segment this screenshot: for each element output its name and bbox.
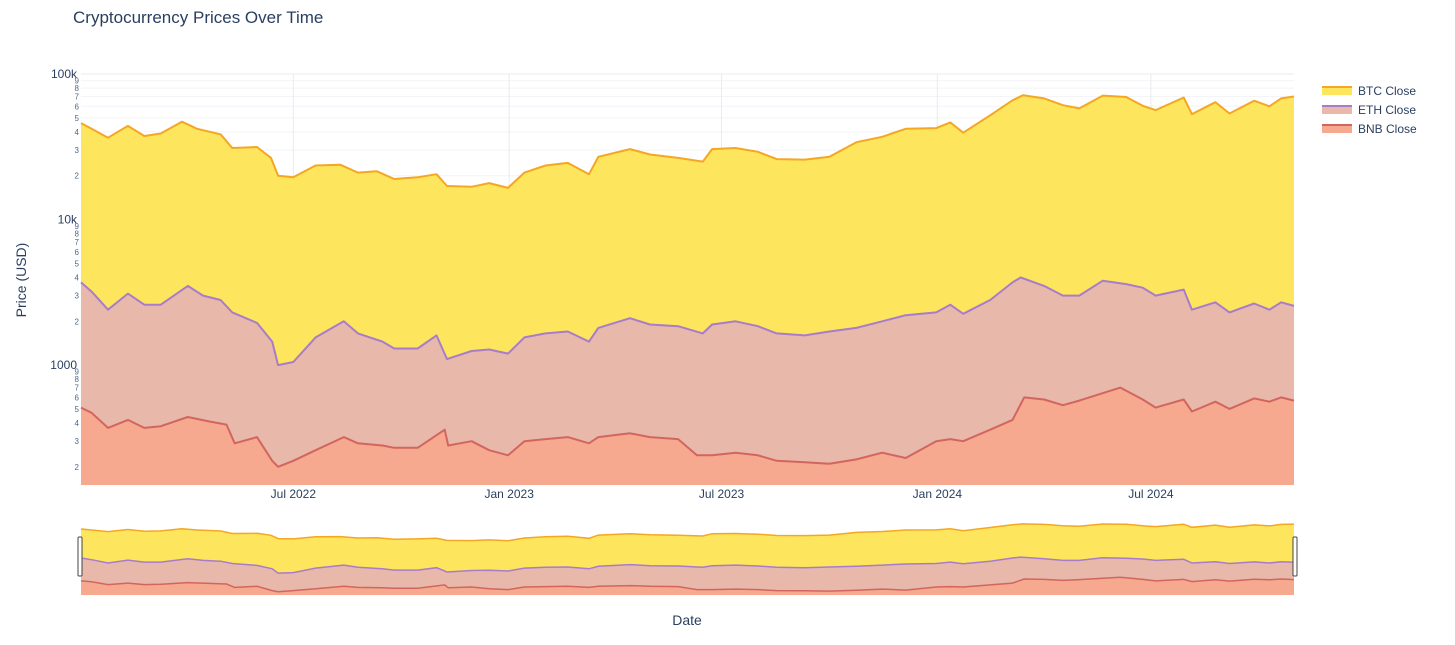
y-minor-tick-label: 3: [75, 437, 80, 446]
legend-label-btc: BTC Close: [1358, 83, 1417, 98]
x-axis-label: Date: [672, 612, 702, 628]
line-btc: [80, 94, 1295, 189]
slider-area-bnb: [81, 577, 1294, 595]
y-minor-tick-label: 8: [75, 375, 80, 384]
area-bnb: [81, 387, 1294, 485]
x-tick-label: Jul 2023: [699, 487, 745, 501]
legend-item-btc[interactable]: BTC Close: [1322, 81, 1417, 100]
y-minor-tick-label: 5: [75, 259, 80, 268]
y-tick-label: 1000: [50, 358, 77, 372]
legend-swatch-btc: [1322, 86, 1352, 95]
y-minor-tick-label: 4: [75, 273, 80, 282]
y-minor-tick-label: 2: [75, 463, 80, 472]
y-minor-tick-label: 3: [75, 292, 80, 301]
y-minor-tick-label: 2: [75, 172, 80, 181]
y-minor-tick-label: 4: [75, 128, 80, 137]
y-tick-label: 10k: [58, 213, 78, 227]
slider-line-eth: [80, 556, 1295, 574]
slider-line-bnb: [80, 576, 1295, 593]
y-minor-tick-label: 7: [75, 384, 80, 393]
line-bnb: [80, 386, 1295, 468]
y-minor-tick-label: 7: [75, 93, 80, 102]
x-tick-label: Jan 2024: [913, 487, 963, 501]
legend-item-eth[interactable]: ETH Close: [1322, 100, 1417, 119]
y-axis-label: Price (USD): [13, 242, 29, 318]
y-minor-tick-label: 6: [75, 248, 80, 257]
y-tick-label: 100k: [51, 67, 78, 81]
range-slider-left-handle[interactable]: [77, 536, 83, 577]
plot-lines: [80, 94, 1295, 468]
line-eth: [80, 276, 1295, 367]
y-minor-tick-label: 5: [75, 114, 80, 123]
legend: BTC Close ETH Close BNB Close: [1322, 81, 1417, 138]
y-minor-tick-label: 7: [75, 238, 80, 247]
plot-areas: [81, 95, 1294, 485]
x-tick-label: Jul 2022: [271, 487, 317, 501]
y-minor-tick-label: 5: [75, 405, 80, 414]
y-minor-tick-label: 6: [75, 102, 80, 111]
y-minor-tick-label: 9: [75, 222, 80, 231]
range-slider[interactable]: [77, 523, 1298, 595]
legend-label-bnb: BNB Close: [1358, 121, 1417, 136]
slider-line-btc: [80, 523, 1295, 542]
y-minor-tick-label: 2: [75, 317, 80, 326]
y-minor-tick-label: 8: [75, 230, 80, 239]
y-minor-tick-label: 6: [75, 393, 80, 402]
y-minor-tick-label: 8: [75, 84, 80, 93]
x-axis-ticks: Jul 2022 Jan 2023 Jul 2023 Jan 2024 Jul 2024: [271, 487, 1174, 501]
y-minor-tick-label: 9: [75, 368, 80, 377]
legend-swatch-bnb: [1322, 124, 1352, 133]
legend-label-eth: ETH Close: [1358, 102, 1417, 117]
legend-item-bnb[interactable]: BNB Close: [1322, 119, 1417, 138]
y-minor-tick-label: 9: [75, 77, 80, 86]
range-slider-right-handle[interactable]: [1292, 536, 1298, 577]
legend-swatch-eth: [1322, 105, 1352, 114]
y-minor-tick-label: 3: [75, 146, 80, 155]
y-minor-tick-label: 4: [75, 419, 80, 428]
x-tick-label: Jan 2023: [484, 487, 534, 501]
chart-title: Cryptocurrency Prices Over Time: [73, 8, 324, 27]
x-tick-label: Jul 2024: [1128, 487, 1174, 501]
